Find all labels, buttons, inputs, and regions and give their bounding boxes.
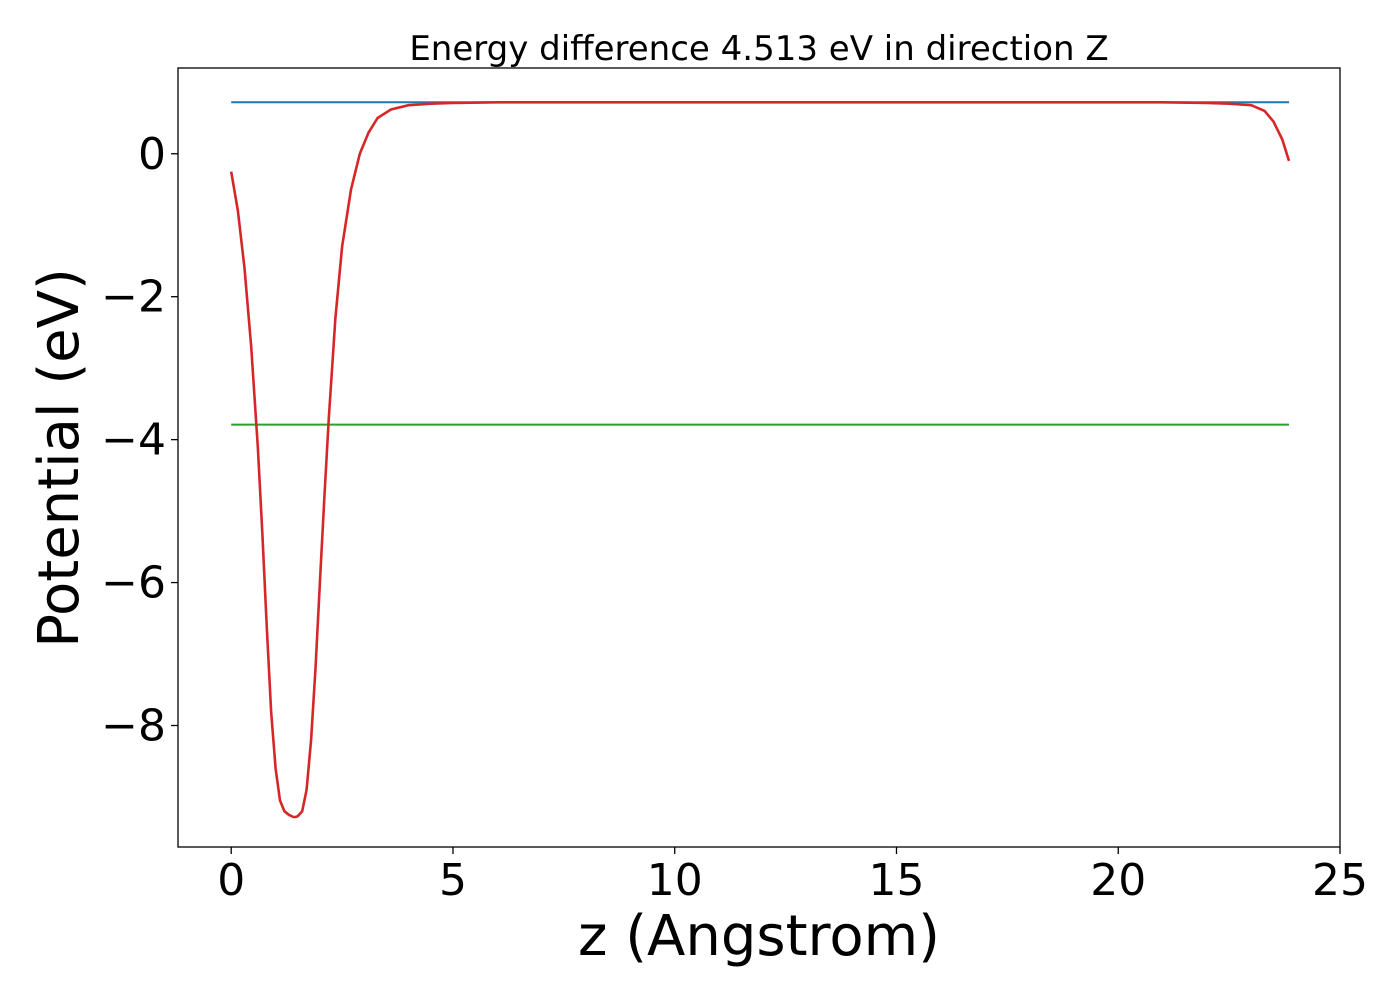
x-tick-label: 15 bbox=[868, 855, 924, 906]
x-axis-ticks: 0 5 10 15 20 25 bbox=[217, 847, 1368, 906]
x-tick-label: 20 bbox=[1090, 855, 1146, 906]
x-tick-label: 5 bbox=[439, 855, 467, 906]
x-axis-label: z (Angstrom) bbox=[578, 904, 940, 969]
series-layer bbox=[229, 101, 1291, 819]
x-tick-label: 10 bbox=[647, 855, 703, 906]
y-tick-label: −2 bbox=[101, 272, 166, 323]
series-line-0 bbox=[229, 101, 1291, 819]
y-tick-label: 0 bbox=[138, 129, 166, 180]
x-tick-label: 25 bbox=[1312, 855, 1368, 906]
plot-frame bbox=[177, 67, 1341, 848]
y-axis-label: Potential (eV) bbox=[27, 268, 92, 648]
y-tick-label: −8 bbox=[101, 701, 166, 752]
x-tick-label: 0 bbox=[217, 855, 245, 906]
y-tick-label: −4 bbox=[101, 415, 166, 466]
y-tick-label: −6 bbox=[101, 558, 166, 609]
plot-area bbox=[178, 68, 1340, 847]
chart-title: Energy difference 4.513 eV in direction … bbox=[409, 29, 1108, 69]
y-axis-ticks: 0 −2 −4 −6 −8 bbox=[101, 129, 178, 752]
